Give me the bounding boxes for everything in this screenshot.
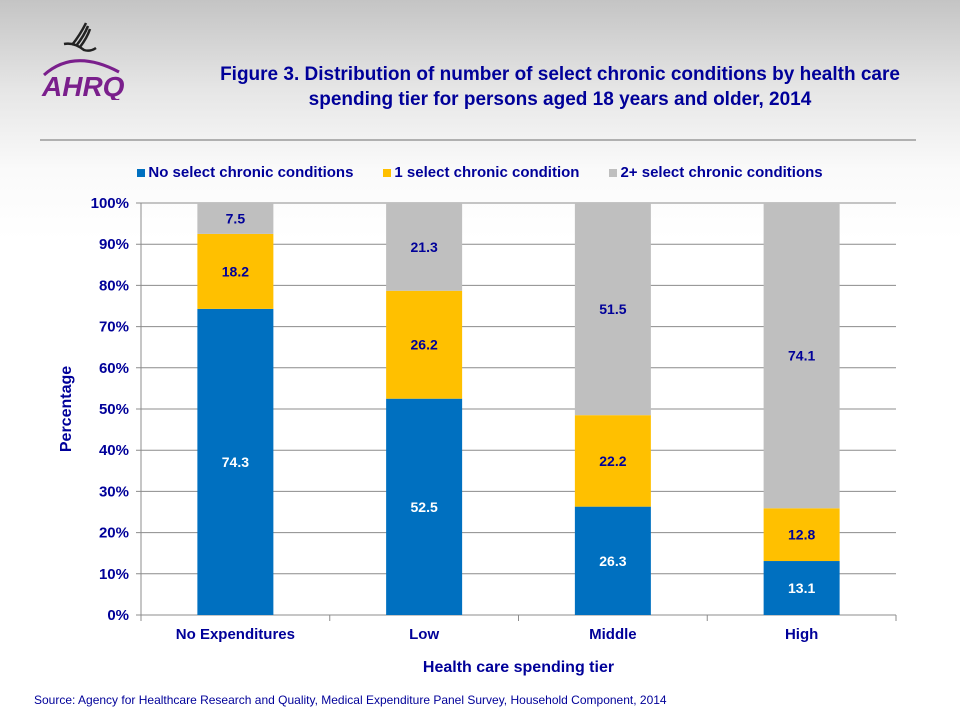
data-label: 12.8 bbox=[788, 527, 815, 543]
bar-segment bbox=[763, 508, 840, 562]
legend-swatch bbox=[137, 168, 146, 177]
source-note: Source: Agency for Healthcare Research a… bbox=[34, 693, 667, 707]
y-tick-label: 40% bbox=[99, 442, 129, 459]
chart-legend: No select chronic conditions 1 select ch… bbox=[0, 164, 960, 181]
legend-label: 1 select chronic condition bbox=[394, 164, 580, 181]
data-label: 21.3 bbox=[411, 239, 438, 255]
y-tick-label: 90% bbox=[99, 236, 129, 253]
x-tick-label: Middle bbox=[589, 626, 637, 643]
y-axis-title: Percentage bbox=[58, 366, 75, 452]
data-label: 22.2 bbox=[599, 453, 626, 469]
bar-segment bbox=[197, 308, 274, 615]
data-label: 7.5 bbox=[226, 210, 246, 226]
data-label: 13.1 bbox=[788, 580, 815, 596]
legend-item-none: No select chronic conditions bbox=[137, 164, 353, 181]
bar-segment bbox=[386, 203, 463, 291]
y-tick-label: 20% bbox=[99, 525, 129, 542]
data-label: 52.5 bbox=[411, 499, 438, 515]
bar-segment bbox=[386, 398, 463, 615]
ahrq-logo: AHRQ bbox=[34, 10, 144, 102]
legend-item-one: 1 select chronic condition bbox=[383, 164, 579, 181]
y-tick-label: 60% bbox=[99, 360, 129, 377]
header-divider bbox=[40, 139, 916, 141]
data-label: 26.2 bbox=[411, 337, 438, 353]
bar-segment bbox=[574, 415, 651, 507]
x-tick-label: High bbox=[785, 626, 818, 643]
x-tick-label: No Expenditures bbox=[176, 626, 295, 643]
legend-swatch bbox=[609, 168, 618, 177]
bar-segment bbox=[197, 203, 274, 234]
hhs-eagle-icon bbox=[63, 22, 97, 52]
y-tick-label: 80% bbox=[99, 277, 129, 294]
y-tick-label: 100% bbox=[91, 195, 129, 212]
x-axis-title: Health care spending tier bbox=[423, 659, 614, 676]
y-tick-label: 10% bbox=[99, 566, 129, 583]
legend-label: 2+ select chronic conditions bbox=[620, 164, 823, 181]
y-tick-label: 50% bbox=[99, 401, 129, 418]
legend-label: No select chronic conditions bbox=[148, 164, 354, 181]
page-title: Figure 3. Distribution of number of sele… bbox=[220, 64, 900, 110]
bar-segment bbox=[574, 506, 651, 615]
y-tick-label: 70% bbox=[99, 319, 129, 336]
x-tick-label: Low bbox=[409, 626, 439, 643]
data-label: 18.2 bbox=[222, 263, 249, 279]
bar-segment bbox=[763, 561, 840, 615]
data-label: 26.3 bbox=[599, 553, 626, 569]
data-label: 74.3 bbox=[222, 454, 249, 470]
y-tick-label: 0% bbox=[107, 607, 129, 624]
data-label: 74.1 bbox=[788, 348, 815, 364]
bar-segment bbox=[386, 290, 463, 399]
bar-segment bbox=[763, 203, 840, 509]
bar-segment bbox=[197, 233, 274, 309]
data-label: 51.5 bbox=[599, 301, 626, 317]
legend-item-two-plus: 2+ select chronic conditions bbox=[609, 164, 823, 181]
bar-segment bbox=[574, 203, 651, 416]
y-tick-label: 30% bbox=[99, 483, 129, 500]
legend-swatch bbox=[383, 168, 392, 177]
svg-text:AHRQ: AHRQ bbox=[41, 71, 125, 100]
